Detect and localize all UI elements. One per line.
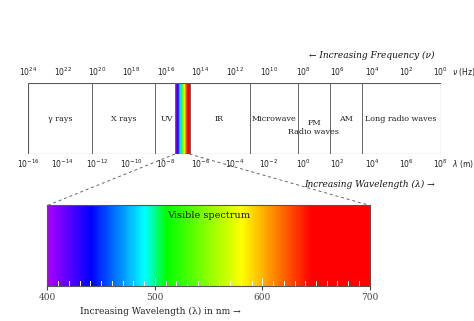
Text: $10^{8}$: $10^{8}$: [296, 65, 311, 78]
Text: Increasing Wavelength (λ) in nm →: Increasing Wavelength (λ) in nm →: [80, 307, 240, 316]
Text: $10^{14}$: $10^{14}$: [191, 65, 210, 78]
Text: $10^{-14}$: $10^{-14}$: [52, 158, 74, 170]
Text: $10^{20}$: $10^{20}$: [88, 65, 106, 78]
Text: FM
Radio waves: FM Radio waves: [289, 119, 339, 136]
Text: $10^{6}$: $10^{6}$: [330, 65, 345, 78]
Text: $10^{2}$: $10^{2}$: [330, 158, 345, 170]
Text: $10^{-10}$: $10^{-10}$: [120, 158, 143, 170]
Text: AM: AM: [339, 115, 353, 123]
Text: $10^{24}$: $10^{24}$: [19, 65, 37, 78]
Text: $10^{4}$: $10^{4}$: [365, 158, 380, 170]
Text: $10^{-8}$: $10^{-8}$: [156, 158, 175, 170]
Text: $10^{22}$: $10^{22}$: [54, 65, 72, 78]
Text: $10^{0}$: $10^{0}$: [296, 158, 311, 170]
Text: Increasing Wavelength (λ) →: Increasing Wavelength (λ) →: [304, 180, 435, 189]
Text: $10^{-4}$: $10^{-4}$: [225, 158, 244, 170]
Text: IR: IR: [214, 115, 223, 123]
Text: $10^{2}$: $10^{2}$: [399, 65, 414, 78]
Text: UV: UV: [160, 115, 173, 123]
Text: $10^{4}$: $10^{4}$: [365, 65, 380, 78]
Text: Long radio waves: Long radio waves: [365, 115, 437, 123]
Text: $10^{-6}$: $10^{-6}$: [191, 158, 210, 170]
Text: ← Increasing Frequency (ν): ← Increasing Frequency (ν): [309, 51, 435, 60]
Text: $10^{8}$: $10^{8}$: [433, 158, 448, 170]
Text: $10^{-16}$: $10^{-16}$: [17, 158, 40, 170]
Text: $\nu$ (Hz): $\nu$ (Hz): [452, 66, 474, 78]
Text: $\lambda$ (m): $\lambda$ (m): [452, 158, 474, 170]
Text: X rays: X rays: [111, 115, 137, 123]
Text: γ rays: γ rays: [48, 115, 73, 123]
Text: $10^{0}$: $10^{0}$: [433, 65, 448, 78]
Text: $10^{10}$: $10^{10}$: [260, 65, 278, 78]
Text: Microwave: Microwave: [252, 115, 297, 123]
Text: $10^{6}$: $10^{6}$: [399, 158, 414, 170]
Text: Visible spectrum: Visible spectrum: [167, 211, 250, 220]
Text: $10^{-12}$: $10^{-12}$: [86, 158, 109, 170]
Text: $10^{12}$: $10^{12}$: [226, 65, 244, 78]
Text: $10^{-2}$: $10^{-2}$: [259, 158, 279, 170]
Text: $10^{16}$: $10^{16}$: [157, 65, 175, 78]
Text: $10^{18}$: $10^{18}$: [122, 65, 141, 78]
